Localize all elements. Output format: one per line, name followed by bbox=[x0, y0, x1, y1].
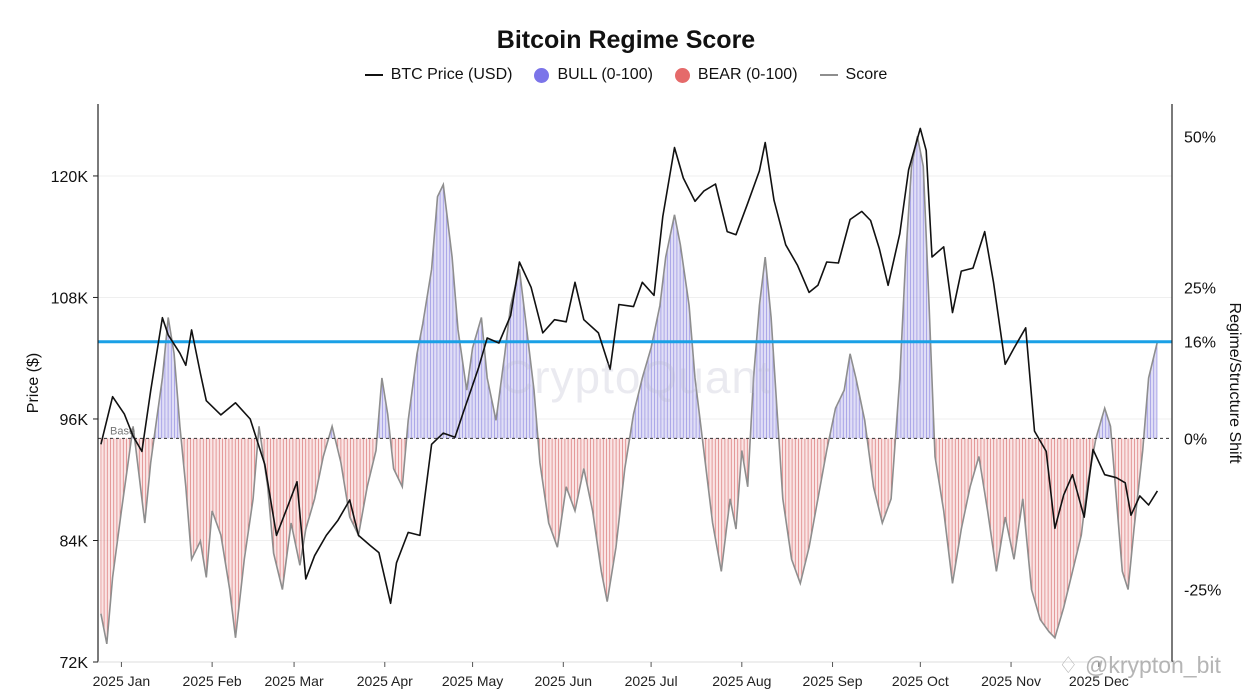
legend-label-bear: BEAR (0-100) bbox=[697, 66, 798, 83]
right-tick-label-3: 0% bbox=[1184, 431, 1207, 448]
left-tick-label-3: 108K bbox=[51, 290, 89, 307]
legend-item-bear[interactable]: BEAR (0-100) bbox=[674, 66, 798, 84]
score-series bbox=[100, 136, 1159, 645]
x-tick-label-0: 2025 Jan bbox=[93, 673, 151, 689]
left-tick-label-2: 96K bbox=[60, 412, 89, 429]
score-line-swatch-icon bbox=[819, 74, 838, 76]
x-tick-label-11: 2025 Dec bbox=[1069, 673, 1129, 689]
btc-price-series bbox=[100, 127, 1159, 605]
price-line-swatch-icon bbox=[364, 74, 383, 76]
chart-legend: BTC Price (USD) BULL (0-100) BEAR (0-100… bbox=[0, 66, 1252, 84]
x-tick-label-5: 2025 Jun bbox=[534, 673, 592, 689]
right-tick-label-4: -25% bbox=[1184, 582, 1221, 599]
right-tick-label-0: 50% bbox=[1184, 129, 1216, 146]
left-tick-label-0: 72K bbox=[60, 655, 89, 672]
legend-label-score: Score bbox=[845, 66, 888, 83]
legend-item-bull[interactable]: BULL (0-100) bbox=[534, 66, 653, 84]
axes bbox=[97, 104, 1173, 663]
right-tick-label-2: 16% bbox=[1184, 335, 1216, 352]
base-label: Base bbox=[110, 425, 135, 437]
x-tick-label-8: 2025 Sep bbox=[803, 673, 863, 689]
x-tick-label-6: 2025 Jul bbox=[625, 673, 678, 689]
price-line bbox=[100, 127, 1159, 605]
legend-item-price[interactable]: BTC Price (USD) bbox=[364, 66, 513, 84]
x-tick-label-4: 2025 May bbox=[442, 673, 503, 689]
x-tick-label-10: 2025 Nov bbox=[981, 673, 1041, 689]
x-tick-label-2: 2025 Mar bbox=[264, 673, 323, 689]
left-tick-label-1: 84K bbox=[60, 533, 89, 550]
x-tick-label-1: 2025 Feb bbox=[183, 673, 242, 689]
left-axis-title: Price ($) bbox=[25, 353, 42, 413]
legend-item-score[interactable]: Score bbox=[819, 66, 888, 84]
right-tick-label-1: 25% bbox=[1184, 280, 1216, 297]
left-tick-label-4: 120K bbox=[51, 169, 89, 186]
reference-lines: Base bbox=[98, 340, 1172, 439]
watermark-corner: ♢ @krypton_bit bbox=[1058, 652, 1221, 678]
score-line bbox=[100, 136, 1159, 645]
legend-label-price: BTC Price (USD) bbox=[390, 66, 513, 83]
watermark-center: CryptoQuant bbox=[500, 351, 772, 403]
right-axis-title: Regime/Structure Shift bbox=[1226, 303, 1243, 465]
x-tick-label-7: 2025 Aug bbox=[712, 673, 771, 689]
x-tick-label-9: 2025 Oct bbox=[892, 673, 949, 689]
bull-dot-swatch-icon bbox=[534, 67, 550, 83]
bear-area bbox=[100, 438, 1158, 644]
bear-dot-swatch-icon bbox=[674, 67, 690, 83]
legend-label-bull: BULL (0-100) bbox=[557, 66, 653, 83]
tick-labels: 72K 84K 96K 108K 120K 50% 25% 16% 0% -25% 2025 Jan… bbox=[25, 129, 1243, 689]
chart-title: Bitcoin Regime Score bbox=[496, 26, 756, 54]
x-tick-label-3: 2025 Apr bbox=[357, 673, 413, 689]
